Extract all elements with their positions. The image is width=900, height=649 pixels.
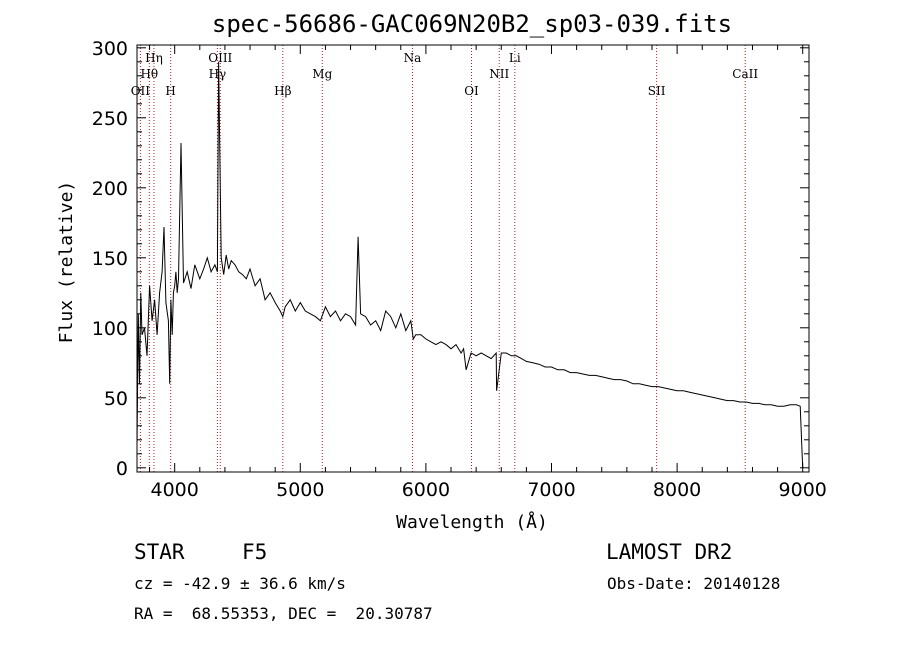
y-axis-label: Flux (relative) xyxy=(56,181,77,344)
object-subclass: F5 xyxy=(242,540,268,564)
x-tick-label: 8000 xyxy=(653,479,701,501)
survey-release: LAMOST DR2 xyxy=(606,540,733,564)
marker-label: Hβ xyxy=(274,84,291,98)
y-tick-label: 150 xyxy=(92,248,128,270)
y-tick-label: 50 xyxy=(104,388,128,410)
x-axis-label: Wavelength (Å) xyxy=(396,511,548,533)
y-tick-label: 200 xyxy=(92,178,128,200)
series-layer xyxy=(136,61,804,468)
x-tick-label: 5000 xyxy=(276,479,324,501)
y-tick-label: 100 xyxy=(92,318,128,340)
x-tick-label: 6000 xyxy=(402,479,450,501)
object-class: STAR xyxy=(134,540,185,564)
marker-label: SII xyxy=(648,84,666,98)
sky-coordinates: RA = 68.55353, DEC = 20.30787 xyxy=(134,604,433,623)
x-tick-label: 7000 xyxy=(527,479,575,501)
marker-label: Hγ xyxy=(209,67,227,81)
marker-label: OII xyxy=(131,84,151,98)
y-tick-label: 0 xyxy=(116,458,128,480)
marker-label: Hη xyxy=(145,51,163,65)
observation-date: Obs-Date: 20140128 xyxy=(607,574,781,593)
plot-frame xyxy=(136,44,810,473)
marker-label: Mg xyxy=(312,67,332,81)
marker-label: OIII xyxy=(208,51,232,65)
marker-label: Hθ xyxy=(140,67,158,81)
axis-ticks: 4000 5000 6000 7000 8000 9000 0 50 100 150 200 250 3… xyxy=(92,38,827,501)
x-tick-label: 9000 xyxy=(779,479,827,501)
x-tick-label: 4000 xyxy=(151,479,199,501)
y-tick-label: 250 xyxy=(92,108,128,130)
marker-label: Na xyxy=(404,51,422,65)
redshift-velocity: cz = -42.9 ± 36.6 km/s xyxy=(134,574,346,593)
y-tick-label: 300 xyxy=(92,38,128,60)
marker-label: CaII xyxy=(732,67,758,81)
marker-label: OI xyxy=(464,84,479,98)
spectrum-line xyxy=(136,61,804,468)
marker-label: NII xyxy=(489,67,509,81)
marker-label: H xyxy=(165,84,175,98)
chart-title: spec-56686-GAC069N20B2_sp03-039.fits xyxy=(212,10,732,38)
marker-label: Li xyxy=(509,51,521,65)
